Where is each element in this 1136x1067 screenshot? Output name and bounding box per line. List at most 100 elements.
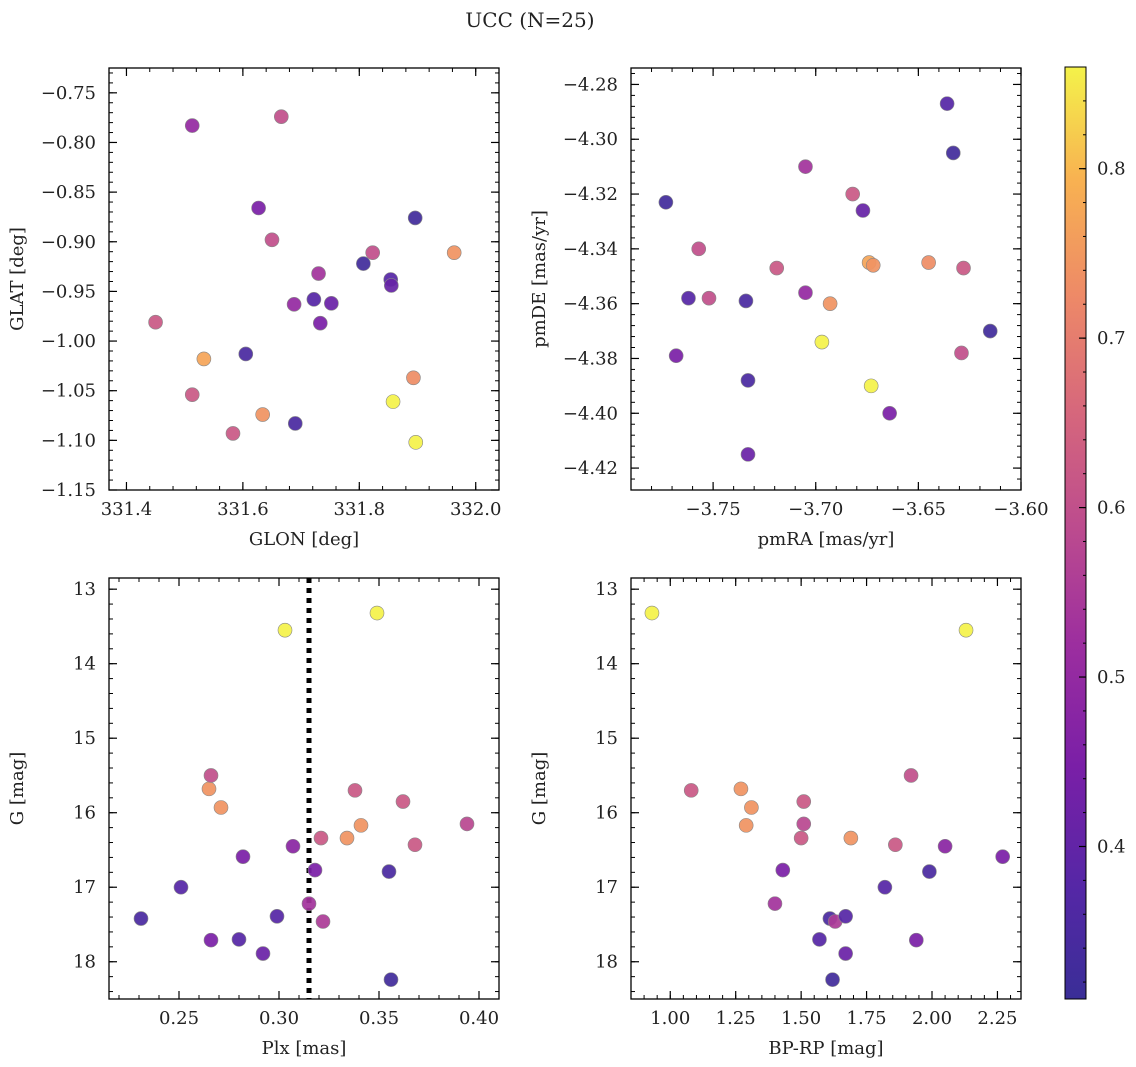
x-axis-label: GLON [deg] bbox=[249, 529, 359, 550]
data-point bbox=[251, 200, 266, 216]
y-axis-label: pmDE [mas/yr] bbox=[529, 210, 550, 348]
data-point bbox=[347, 783, 363, 798]
data-point bbox=[285, 838, 301, 854]
data-point bbox=[339, 830, 355, 846]
y-tick-label: −0.85 bbox=[41, 182, 96, 203]
data-point bbox=[201, 781, 217, 797]
figure-title: UCC (N=25) bbox=[465, 8, 594, 32]
data-point bbox=[225, 426, 241, 441]
x-tick-label: 331.6 bbox=[217, 499, 269, 520]
data-point bbox=[822, 296, 838, 311]
x-tick-label: −3.65 bbox=[891, 499, 946, 520]
x-tick-label: 2.25 bbox=[977, 1008, 1017, 1029]
y-tick-label: −4.28 bbox=[563, 74, 618, 95]
x-tick-label: 1.25 bbox=[716, 1008, 756, 1029]
data-point bbox=[459, 816, 475, 832]
data-point bbox=[863, 378, 879, 394]
y-tick-label: −4.32 bbox=[563, 184, 618, 205]
y-tick-label: 16 bbox=[595, 803, 618, 824]
axes-frame bbox=[630, 577, 1022, 1000]
data-point bbox=[385, 394, 401, 409]
y-tick-label: −1.05 bbox=[41, 381, 96, 402]
data-point bbox=[922, 864, 937, 879]
data-point bbox=[740, 447, 756, 462]
data-point bbox=[825, 972, 840, 987]
data-point bbox=[838, 946, 853, 961]
x-axis-label: BP-RP [mag] bbox=[768, 1038, 883, 1059]
data-point bbox=[184, 118, 200, 133]
y-tick-label: 15 bbox=[595, 728, 618, 749]
y-axis-label: G [mag] bbox=[529, 752, 550, 825]
x-axis-label: Plx [mas] bbox=[262, 1038, 347, 1059]
data-point bbox=[958, 622, 974, 638]
x-tick-label: 0.25 bbox=[159, 1008, 199, 1029]
scatter-panel-2: −3.75 −3.70 −3.65 −3.60 −4.42 −4.40 −4.38 −4.36… bbox=[529, 67, 1049, 550]
y-tick-label: 17 bbox=[595, 877, 618, 898]
data-point bbox=[407, 210, 423, 226]
data-point bbox=[855, 203, 871, 218]
y-tick-label: 16 bbox=[73, 803, 96, 824]
data-point bbox=[845, 186, 860, 202]
data-point bbox=[231, 932, 247, 947]
data-point bbox=[196, 351, 212, 367]
data-point bbox=[269, 908, 285, 924]
data-point bbox=[273, 109, 289, 124]
y-tick-label: −4.30 bbox=[563, 129, 618, 150]
data-point bbox=[683, 783, 699, 798]
y-tick-label: −1.00 bbox=[41, 331, 96, 352]
data-point bbox=[255, 946, 271, 961]
y-tick-label: −0.75 bbox=[41, 83, 96, 104]
data-point bbox=[843, 830, 859, 846]
data-point bbox=[235, 849, 251, 864]
data-point bbox=[798, 159, 813, 174]
x-tick-label: 331.8 bbox=[334, 499, 386, 520]
data-point bbox=[307, 862, 323, 878]
data-point bbox=[406, 370, 421, 386]
data-point bbox=[213, 800, 229, 815]
data-point bbox=[888, 837, 903, 853]
colorbar-tick-label: 0.6 bbox=[1097, 498, 1126, 519]
data-point bbox=[277, 622, 293, 638]
data-point bbox=[937, 838, 953, 854]
data-point bbox=[701, 290, 717, 306]
x-tick-label: 1.75 bbox=[847, 1008, 887, 1029]
data-point bbox=[838, 908, 853, 924]
data-point bbox=[324, 296, 339, 311]
data-point bbox=[369, 605, 385, 621]
data-point bbox=[921, 255, 936, 270]
data-point bbox=[658, 194, 674, 210]
data-point bbox=[255, 407, 270, 422]
data-point bbox=[733, 781, 749, 797]
scatter-panel-3: 0.25 0.30 0.35 0.40 13 14 15 16 17 18 Plx [mas] G [… bbox=[7, 577, 500, 1059]
colorbar-tick-label: 0.8 bbox=[1097, 159, 1126, 180]
data-point bbox=[668, 348, 684, 364]
data-point bbox=[681, 290, 696, 306]
data-point bbox=[982, 323, 998, 339]
y-tick-label: −4.42 bbox=[563, 458, 618, 479]
x-tick-label: 0.40 bbox=[459, 1008, 499, 1029]
y-tick-label: 18 bbox=[73, 952, 96, 973]
x-tick-label: 2.00 bbox=[912, 1008, 952, 1029]
y-tick-label: −4.34 bbox=[563, 239, 618, 260]
data-point bbox=[882, 405, 897, 421]
data-point bbox=[446, 245, 462, 260]
data-point bbox=[315, 914, 331, 929]
data-point bbox=[133, 911, 149, 926]
data-point bbox=[301, 896, 317, 911]
y-tick-label: −4.38 bbox=[563, 348, 618, 369]
data-point bbox=[203, 932, 219, 948]
data-point bbox=[865, 257, 881, 273]
y-tick-label: 14 bbox=[595, 654, 618, 675]
y-tick-label: −4.36 bbox=[563, 294, 618, 315]
colorbar: 0.4 0.5 0.6 0.7 0.8 bbox=[1064, 66, 1126, 1000]
data-point bbox=[738, 818, 754, 833]
data-point bbox=[238, 346, 254, 362]
y-tick-label: −4.40 bbox=[563, 403, 618, 424]
x-axis-label: pmRA [mas/yr] bbox=[758, 529, 895, 550]
data-point bbox=[738, 293, 754, 309]
data-point bbox=[644, 605, 660, 621]
data-point bbox=[956, 260, 971, 276]
data-point bbox=[312, 315, 328, 331]
y-tick-label: −1.10 bbox=[41, 430, 96, 451]
